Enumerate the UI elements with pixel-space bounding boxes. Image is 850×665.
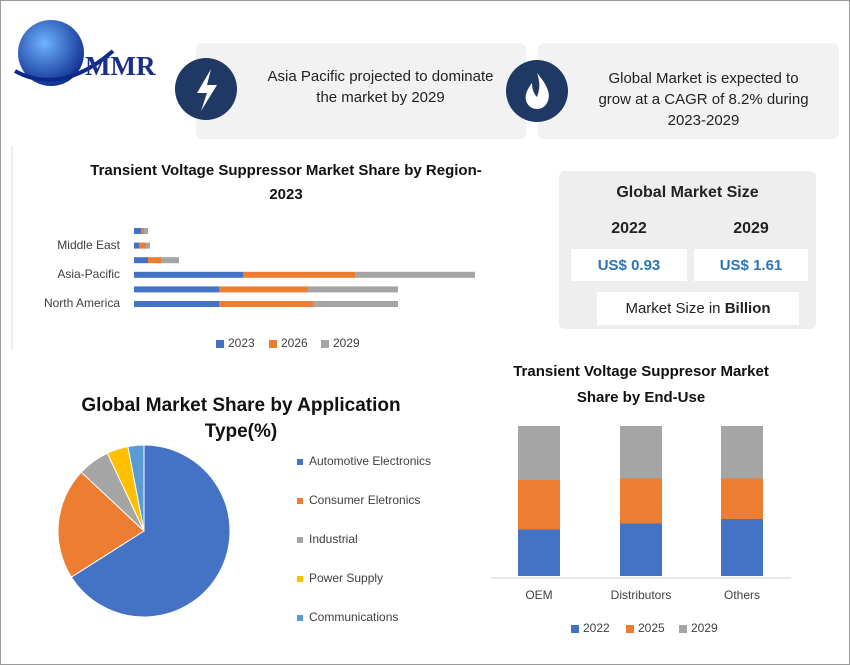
bar-segment: [144, 228, 148, 234]
bar-segment: [620, 523, 662, 576]
pie-slice: [57, 471, 145, 578]
bar-segment: [308, 286, 398, 293]
note-unit: Billion: [724, 300, 771, 317]
x-tick-label: Distributors: [611, 588, 672, 602]
chart-title: Global Market Share by Application Type(…: [81, 395, 401, 442]
logo-globe: [18, 20, 84, 86]
y-tick-label: North America: [44, 296, 120, 310]
legend-label: 2023: [228, 336, 255, 350]
legend-swatch: [297, 576, 303, 582]
legend-swatch: [297, 498, 303, 504]
bar-segment: [518, 480, 560, 530]
legend-label: Industrial: [309, 532, 358, 546]
note-cell: [597, 292, 799, 325]
size-value: US$ 1.61: [719, 257, 783, 274]
logo-swoosh: [14, 49, 115, 82]
value-cell: [694, 249, 808, 281]
chart-title: Transient Voltage Suppresor Market Share…: [513, 363, 769, 406]
bar-segment: [219, 286, 308, 293]
y-tick-label: Asia-Pacific: [57, 267, 120, 281]
flame-icon: [506, 60, 568, 122]
divider: [11, 146, 13, 351]
callout-text: Global Market is expected to grow at a C…: [598, 70, 809, 129]
legend-swatch: [297, 537, 303, 543]
note-text: Market Size in: [625, 300, 721, 317]
bar-segment: [134, 257, 148, 264]
legend-label: Communications: [309, 610, 398, 624]
legend-swatch: [297, 615, 303, 621]
legend-label: Automotive Electronics: [309, 454, 431, 468]
bar-segment: [141, 228, 144, 234]
legend-swatch: [216, 340, 224, 348]
bar-segment: [721, 519, 763, 576]
bar-segment: [161, 257, 179, 264]
market-size-title: Global Market Size: [616, 184, 759, 201]
bar-segment: [148, 257, 161, 264]
bar-segment: [134, 286, 219, 293]
bar-segment: [219, 301, 313, 307]
bar-segment: [134, 228, 141, 234]
bar-segment: [139, 242, 146, 249]
y-tick-label: Middle East: [57, 238, 120, 252]
bar-segment: [518, 426, 560, 480]
legend-swatch: [269, 340, 277, 348]
flame-shape: [525, 73, 549, 109]
logo-text: MMR: [85, 51, 156, 81]
bar-segment: [146, 242, 150, 249]
legend-label: 2026: [281, 336, 308, 350]
bar-segment: [620, 426, 662, 479]
bar-segment: [134, 301, 219, 307]
x-tick-label: Others: [724, 588, 760, 602]
legend-swatch: [297, 459, 303, 465]
legend-label: 2029: [691, 621, 718, 635]
bar-segment: [134, 242, 139, 249]
bolt-shape: [197, 69, 217, 111]
legend-label: 2022: [583, 621, 610, 635]
legend-swatch: [679, 625, 687, 633]
bar-segment: [243, 271, 355, 278]
bar-segment: [721, 478, 763, 519]
callout-box: [538, 43, 839, 139]
value-cell: [571, 249, 687, 281]
x-tick-label: OEM: [525, 588, 552, 602]
bar-segment: [313, 301, 398, 307]
year-label: 2029: [733, 220, 769, 237]
legend-swatch: [321, 340, 329, 348]
legend-label: 2025: [638, 621, 665, 635]
size-value: US$ 0.93: [597, 257, 661, 274]
pie-slice: [70, 444, 231, 618]
callout-text: Asia Pacific projected to dominate the m…: [267, 68, 494, 106]
bar-segment: [620, 478, 662, 524]
size-note: Market Size in Billion: [597, 300, 799, 317]
chart-title: Transient Voltage Suppressor Market Shar…: [90, 162, 482, 203]
pie-slice: [127, 444, 145, 532]
legend-swatch: [571, 625, 579, 633]
bar-segment: [134, 271, 243, 278]
legend-label: Power Supply: [309, 571, 383, 585]
bar-segment: [518, 529, 560, 576]
legend-label: Consumer Eletronics: [309, 493, 420, 507]
legend-label: 2029: [333, 336, 360, 350]
bar-segment: [355, 271, 475, 278]
legend-swatch: [626, 625, 634, 633]
year-label: 2022: [611, 220, 647, 237]
bar-segment: [721, 426, 763, 479]
callout-box: [196, 43, 526, 139]
